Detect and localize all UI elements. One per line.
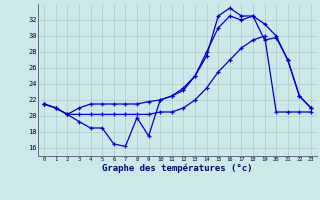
X-axis label: Graphe des températures (°c): Graphe des températures (°c) [102,164,253,173]
